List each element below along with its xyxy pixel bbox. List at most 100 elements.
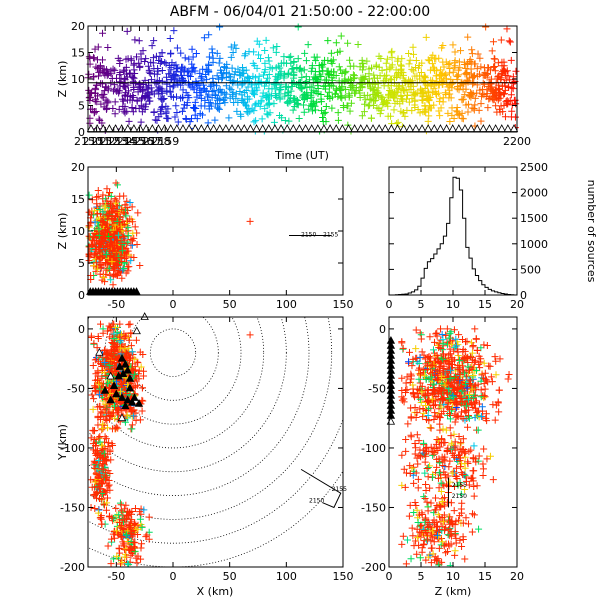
- station-marker: [424, 124, 433, 132]
- station-marker: [276, 124, 286, 132]
- source-mark: [495, 408, 503, 416]
- source-mark: [470, 511, 478, 519]
- source-mark: [85, 232, 93, 240]
- source-mark: [384, 112, 392, 120]
- source-mark: [93, 193, 101, 201]
- source-mark: [101, 488, 109, 496]
- source-mark: [123, 513, 131, 521]
- source-mark: [435, 484, 443, 492]
- source-mark: [424, 464, 432, 472]
- source-mark: [110, 241, 118, 249]
- source-mark: [485, 362, 493, 370]
- station-marker: [405, 124, 414, 132]
- source-mark: [252, 100, 260, 108]
- source-mark: [316, 71, 324, 79]
- source-mark: [93, 344, 101, 352]
- source-mark: [116, 333, 124, 341]
- source-mark: [422, 556, 430, 564]
- station-marker: [485, 124, 494, 132]
- y-tick-label: -50: [368, 382, 386, 395]
- station-marker: [148, 124, 157, 132]
- y-tick-label: 1000: [520, 238, 548, 251]
- source-mark: [121, 109, 129, 117]
- source-mark: [442, 58, 450, 66]
- source-mark: [445, 334, 453, 342]
- plan-view-station-markers: [95, 312, 149, 422]
- source-mark: [445, 516, 453, 524]
- source-mark: [91, 382, 99, 390]
- source-mark: [436, 426, 444, 434]
- source-mark: [111, 339, 119, 347]
- source-mark: [334, 109, 342, 117]
- source-mark: [253, 64, 261, 72]
- source-mark: [450, 430, 458, 438]
- source-mark: [102, 83, 110, 91]
- source-mark: [285, 92, 293, 100]
- source-mark: [452, 539, 460, 547]
- source-mark: [382, 59, 390, 67]
- source-mark: [99, 329, 107, 337]
- x-tick-label: 5: [418, 570, 425, 583]
- source-mark: [126, 199, 134, 207]
- source-mark: [402, 389, 410, 397]
- source-mark: [464, 33, 472, 41]
- source-mark: [445, 351, 453, 359]
- source-mark: [99, 29, 107, 37]
- source-mark: [467, 90, 475, 98]
- source-mark: [504, 83, 512, 91]
- source-mark: [118, 205, 126, 213]
- source-mark: [154, 86, 162, 94]
- source-mark: [455, 86, 463, 94]
- source-mark: [448, 445, 456, 453]
- station-marker: [105, 124, 114, 132]
- source-mark: [476, 54, 484, 62]
- source-mark: [442, 426, 450, 434]
- source-mark: [103, 473, 111, 481]
- source-mark: [97, 320, 105, 328]
- source-mark: [376, 110, 384, 118]
- source-mark: [398, 339, 406, 347]
- track-label: 2155: [452, 482, 467, 489]
- source-mark: [343, 102, 351, 110]
- plan-view-range-rings: [88, 317, 343, 567]
- source-mark: [448, 111, 456, 119]
- source-mark: [325, 88, 333, 96]
- source-mark: [261, 68, 269, 76]
- source-mark: [437, 372, 445, 380]
- source-mark: [294, 55, 302, 63]
- source-mark: [398, 55, 406, 63]
- source-mark: [441, 457, 449, 465]
- source-mark: [102, 506, 110, 514]
- source-mark: [177, 72, 185, 80]
- source-mark: [461, 70, 469, 78]
- source-mark: [480, 341, 488, 349]
- station-marker: [112, 389, 121, 398]
- source-mark: [106, 188, 114, 196]
- x-z-sources: [85, 179, 254, 289]
- source-mark: [419, 413, 427, 421]
- source-mark: [425, 522, 433, 530]
- source-mark: [215, 75, 223, 83]
- source-mark: [134, 209, 142, 217]
- source-mark: [107, 358, 115, 366]
- source-mark: [441, 381, 449, 389]
- source-mark: [459, 115, 467, 123]
- source-mark: [491, 353, 499, 361]
- source-mark: [86, 54, 94, 62]
- source-mark: [136, 80, 144, 88]
- y-tick-label: 15: [71, 47, 85, 60]
- source-mark: [483, 455, 491, 463]
- source-mark: [116, 78, 124, 86]
- source-mark: [150, 108, 158, 116]
- source-mark: [213, 49, 221, 57]
- source-mark: [108, 215, 116, 223]
- source-mark: [93, 489, 101, 497]
- source-mark: [118, 95, 126, 103]
- source-mark: [89, 361, 97, 369]
- source-mark: [509, 85, 517, 93]
- source-mark: [438, 44, 446, 52]
- source-mark: [95, 483, 103, 491]
- source-mark: [422, 106, 430, 114]
- source-mark: [148, 42, 156, 50]
